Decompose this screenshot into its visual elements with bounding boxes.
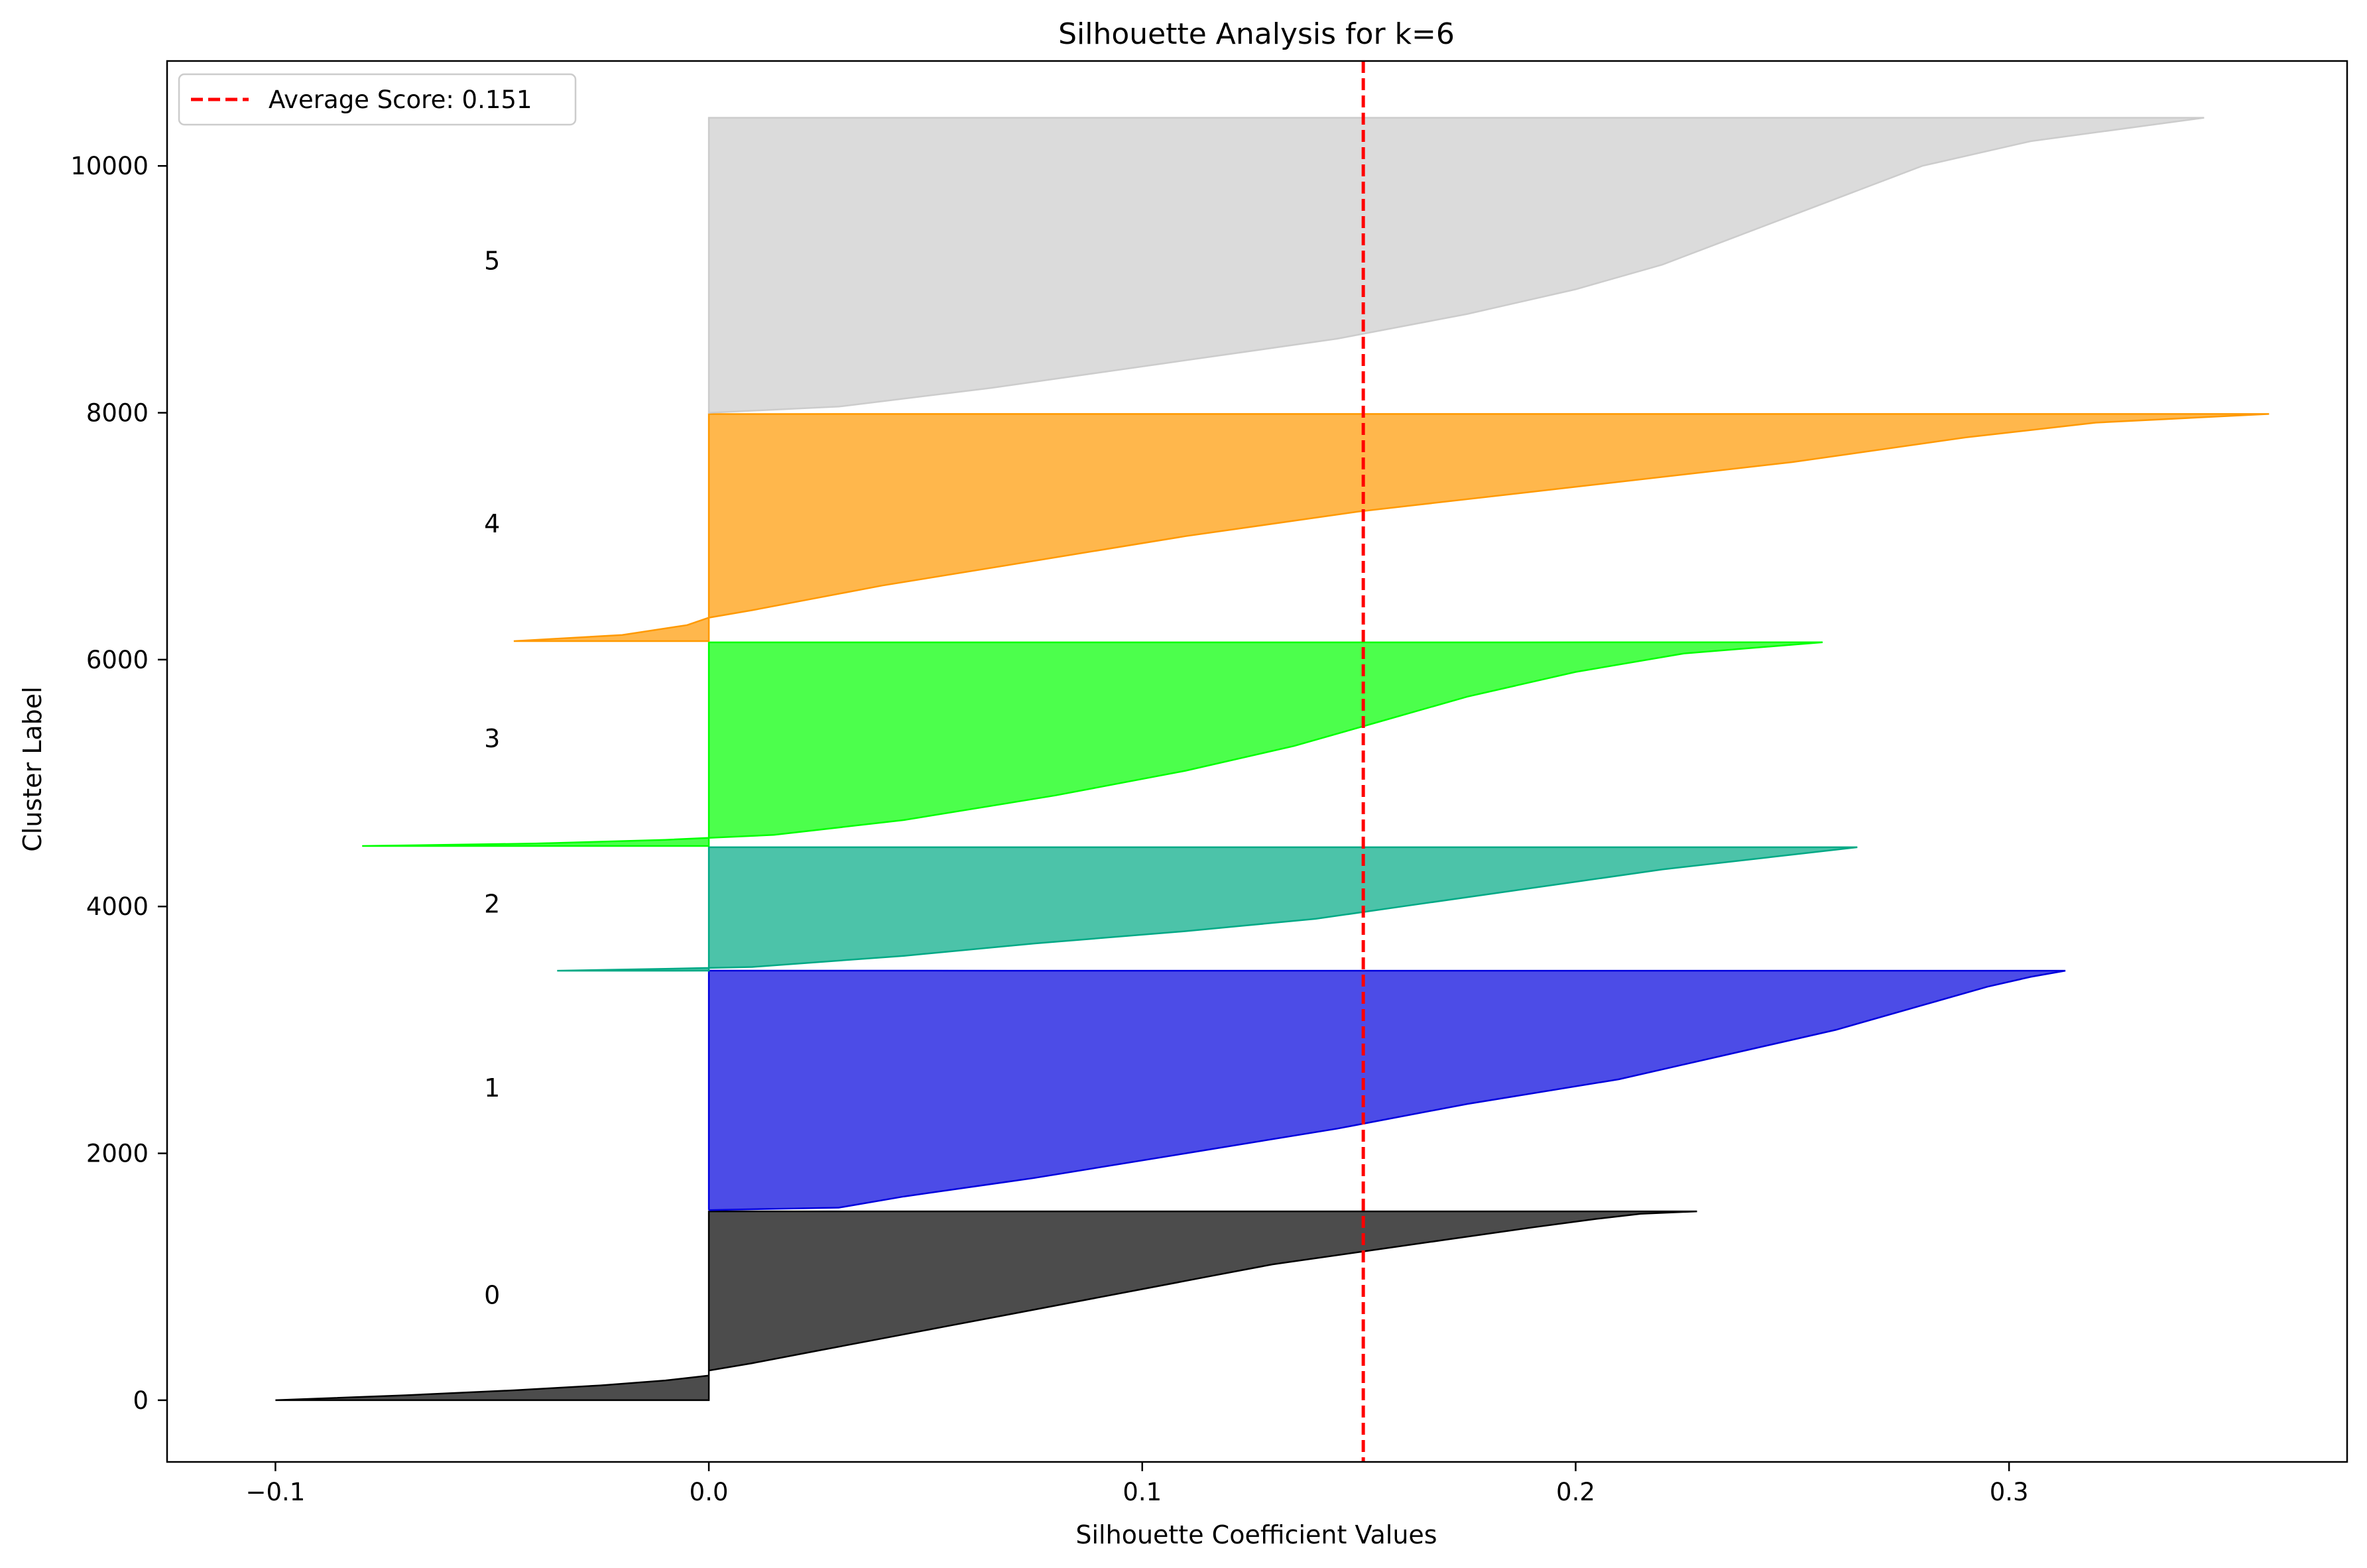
y-tick-label: 4000 xyxy=(86,892,149,921)
silhouette-area-cluster-4 xyxy=(513,413,2270,642)
cluster-label-2: 2 xyxy=(484,890,500,919)
cluster-label-0: 0 xyxy=(484,1281,500,1310)
cluster-label-1: 1 xyxy=(484,1073,500,1103)
x-tick-label: 0.2 xyxy=(1556,1478,1595,1506)
y-tick-label: 10000 xyxy=(70,152,149,180)
silhouette-area-cluster-0 xyxy=(275,1210,1697,1402)
y-tick-label: 8000 xyxy=(86,399,149,428)
silhouette-area-cluster-1 xyxy=(707,969,2066,1211)
legend-entry-average-score: Average Score: 0.151 xyxy=(269,86,532,114)
x-axis-ticks: −0.1 0.0 0.1 0.2 0.3 xyxy=(245,1462,2029,1506)
cluster-label-5: 5 xyxy=(484,247,500,276)
cluster-label-4: 4 xyxy=(484,509,500,538)
silhouette-areas xyxy=(275,117,2270,1402)
silhouette-area-cluster-3 xyxy=(362,641,1823,847)
legend: Average Score: 0.151 xyxy=(178,73,577,126)
chart-title: Silhouette Analysis for k=6 xyxy=(1058,17,1455,51)
silhouette-area-cluster-2 xyxy=(557,846,1858,972)
silhouette-area-cluster-5 xyxy=(707,117,2205,414)
cluster-labels: 0 1 2 3 4 5 xyxy=(484,247,500,1310)
plot-frame xyxy=(166,60,2348,1463)
cluster-label-3: 3 xyxy=(484,724,500,753)
x-tick-label: 0.0 xyxy=(690,1478,729,1506)
y-axis-label: Cluster Label xyxy=(18,686,47,851)
x-tick-label: 0.3 xyxy=(1990,1478,2029,1506)
legend-box xyxy=(178,73,577,126)
x-axis-label: Silhouette Coefficient Values xyxy=(1075,1520,1437,1549)
y-tick-label: 6000 xyxy=(86,646,149,674)
y-tick-label: 2000 xyxy=(86,1140,149,1168)
y-tick-label: 0 xyxy=(133,1386,149,1415)
y-axis-ticks: 0 2000 4000 6000 8000 10000 xyxy=(70,152,167,1415)
x-tick-label: −0.1 xyxy=(245,1478,305,1506)
x-tick-label: 0.1 xyxy=(1123,1478,1162,1506)
